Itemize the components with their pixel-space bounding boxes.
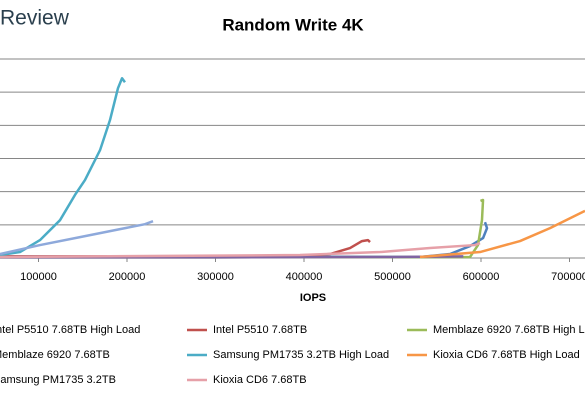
legend-label: Intel P5510 7.68TB (213, 324, 307, 336)
x-axis-label: IOPS (300, 292, 326, 304)
chart-title: Random Write 4K (222, 15, 364, 34)
legend-label: Samsung PM1735 3.2TB High Load (213, 349, 389, 361)
legend-label: Kioxia CD6 7.68TB (213, 374, 307, 386)
x-tick-label: 500000 (374, 271, 411, 283)
logo: Review (0, 7, 70, 30)
legend-label: Samsung PM1735 3.2TB (0, 374, 116, 386)
legend-label: Kioxia CD6 7.68TB High Load (433, 349, 580, 361)
x-tick-label: 400000 (286, 271, 323, 283)
x-tick-label: 300000 (197, 271, 234, 283)
series-line (0, 76, 126, 257)
legend-label: Intel P5510 7.68TB High Load (0, 324, 140, 336)
x-tick-label: 700000 (551, 271, 585, 283)
x-tick-label: 100000 (20, 271, 57, 283)
x-tick-label: 200000 (109, 271, 146, 283)
series-line (419, 209, 585, 259)
legend-label: Memblaze 6920 7.68TB (0, 349, 110, 361)
x-tick-label: 600000 (463, 271, 500, 283)
legend-label: Memblaze 6920 7.68TB High Load (433, 324, 585, 336)
series-line (0, 241, 481, 259)
series-line (0, 220, 154, 256)
